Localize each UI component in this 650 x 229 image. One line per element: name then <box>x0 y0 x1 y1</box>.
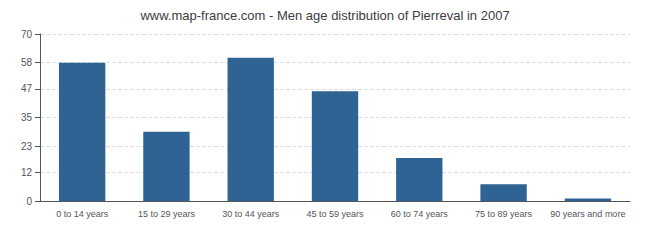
svg-text:35: 35 <box>21 112 33 123</box>
svg-text:0: 0 <box>26 196 32 207</box>
svg-text:23: 23 <box>21 141 33 152</box>
svg-text:30 to 44 years: 30 to 44 years <box>222 209 280 219</box>
svg-text:45 to 59 years: 45 to 59 years <box>306 209 364 219</box>
svg-text:70: 70 <box>21 29 33 40</box>
svg-text:58: 58 <box>21 57 33 68</box>
svg-text:60 to 74 years: 60 to 74 years <box>391 209 449 219</box>
svg-text:12: 12 <box>21 167 33 178</box>
svg-text:47: 47 <box>21 83 33 94</box>
svg-text:0 to 14 years: 0 to 14 years <box>56 209 109 219</box>
svg-text:75 to 89 years: 75 to 89 years <box>475 209 533 219</box>
svg-text:www.map-france.com - Men age d: www.map-france.com - Men age distributio… <box>139 8 509 23</box>
svg-text:15 to 29 years: 15 to 29 years <box>138 209 196 219</box>
svg-text:90 years and more: 90 years and more <box>550 209 625 219</box>
